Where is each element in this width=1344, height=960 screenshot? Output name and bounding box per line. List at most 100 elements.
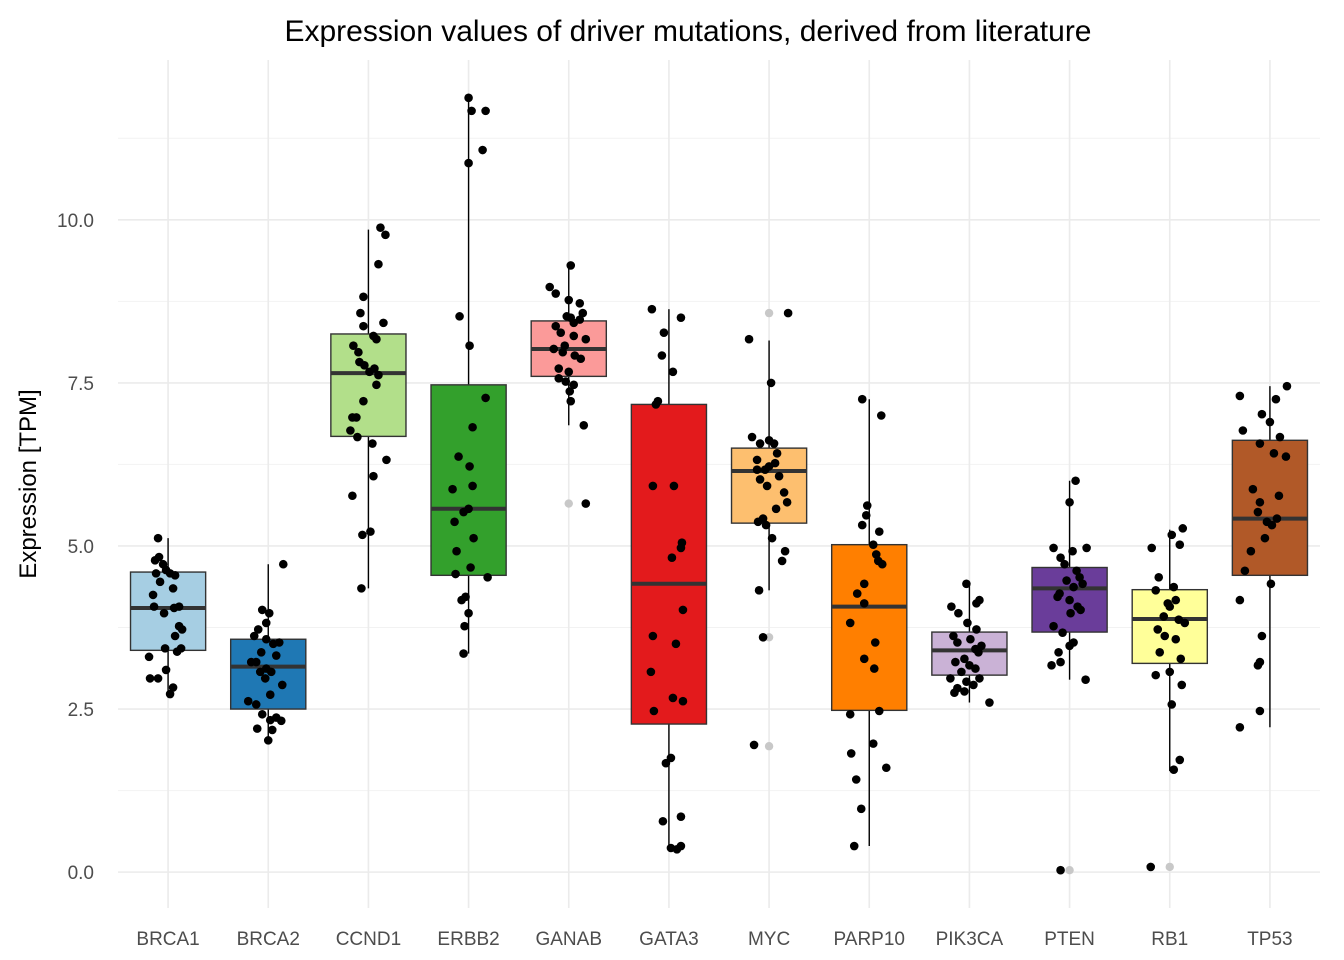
data-point — [1257, 409, 1267, 419]
data-point — [551, 289, 561, 298]
data-point — [349, 341, 358, 351]
data-point — [870, 638, 880, 647]
y-axis-label: Expression [TPM] — [15, 389, 42, 578]
data-point — [457, 595, 466, 605]
data-point — [372, 334, 381, 344]
data-point — [1165, 667, 1175, 677]
data-point — [1266, 579, 1276, 589]
data-point — [448, 484, 457, 494]
data-point — [452, 546, 461, 556]
data-point — [949, 631, 958, 641]
data-point — [168, 584, 178, 593]
data-point — [1175, 755, 1185, 765]
data-point — [468, 422, 477, 432]
data-point — [972, 625, 981, 634]
points-myc — [744, 308, 793, 750]
iqr-box — [129, 571, 207, 652]
data-point — [957, 667, 966, 677]
data-point — [857, 394, 867, 404]
data-point — [947, 602, 956, 611]
data-point — [170, 631, 180, 641]
data-point — [466, 563, 475, 572]
data-point — [265, 690, 275, 699]
data-point — [846, 749, 856, 758]
data-point — [1165, 602, 1175, 611]
data-point — [753, 517, 763, 527]
data-point — [256, 647, 266, 657]
data-point — [554, 364, 564, 373]
data-point — [766, 378, 776, 388]
iqr-box — [1231, 439, 1309, 577]
data-point — [876, 411, 886, 420]
data-point — [560, 341, 570, 351]
x-tick-label: ERBB2 — [437, 929, 499, 950]
data-point — [1154, 572, 1164, 582]
data-point — [478, 145, 487, 155]
data-point — [648, 631, 658, 641]
data-point — [877, 559, 887, 569]
data-point — [859, 579, 869, 589]
data-point — [266, 667, 276, 677]
data-point — [1153, 625, 1163, 634]
data-point — [261, 618, 271, 628]
data-point — [261, 634, 271, 644]
data-point — [669, 481, 679, 491]
x-tick-label: PARP10 — [834, 929, 905, 950]
data-point — [972, 599, 981, 608]
points-brca1 — [144, 533, 187, 699]
data-point — [365, 367, 374, 377]
outlier-point — [764, 308, 774, 318]
data-point — [1235, 723, 1245, 732]
data-point — [762, 481, 772, 491]
data-point — [668, 367, 678, 377]
y-tick-label: 2.5 — [68, 700, 94, 721]
data-point — [564, 367, 574, 377]
data-point — [564, 295, 574, 305]
data-point — [255, 667, 265, 677]
box-tp53 — [1231, 386, 1309, 728]
data-point — [648, 481, 658, 491]
data-point — [153, 674, 163, 683]
data-point — [1248, 484, 1258, 494]
data-point — [1160, 631, 1170, 641]
data-point — [251, 657, 261, 667]
data-point — [372, 380, 381, 390]
data-point — [1076, 605, 1085, 615]
box-parp10 — [830, 399, 908, 847]
data-point — [1255, 497, 1265, 507]
y-axis-ticks: 0.0 2.5 5.0 7.5 10.0 — [57, 211, 94, 884]
points-parp10 — [845, 394, 891, 851]
data-point — [1275, 432, 1285, 442]
data-point — [651, 400, 661, 409]
data-point — [357, 584, 366, 593]
y-tick-label: 7.5 — [68, 374, 94, 395]
data-point — [149, 602, 159, 611]
data-point — [658, 816, 668, 826]
data-point — [464, 93, 473, 103]
points-ccnd1 — [346, 223, 391, 593]
data-point — [1177, 680, 1187, 690]
jitter-points — [144, 93, 1292, 875]
data-point — [545, 282, 555, 292]
data-point — [1255, 706, 1265, 716]
data-point — [252, 724, 262, 733]
data-point — [676, 812, 686, 821]
data-point — [962, 579, 971, 589]
data-point — [271, 651, 281, 660]
data-point — [454, 452, 463, 461]
data-point — [467, 106, 476, 116]
data-point — [1169, 582, 1179, 592]
data-point — [348, 491, 357, 501]
data-point — [374, 370, 383, 380]
data-point — [1147, 543, 1157, 553]
data-point — [852, 589, 862, 598]
data-point — [251, 700, 261, 709]
data-point — [761, 520, 771, 530]
data-point — [576, 354, 586, 364]
data-point — [966, 634, 975, 644]
data-point — [868, 540, 878, 549]
points-brca2 — [243, 559, 288, 745]
data-point — [752, 465, 762, 474]
data-point — [657, 351, 667, 360]
